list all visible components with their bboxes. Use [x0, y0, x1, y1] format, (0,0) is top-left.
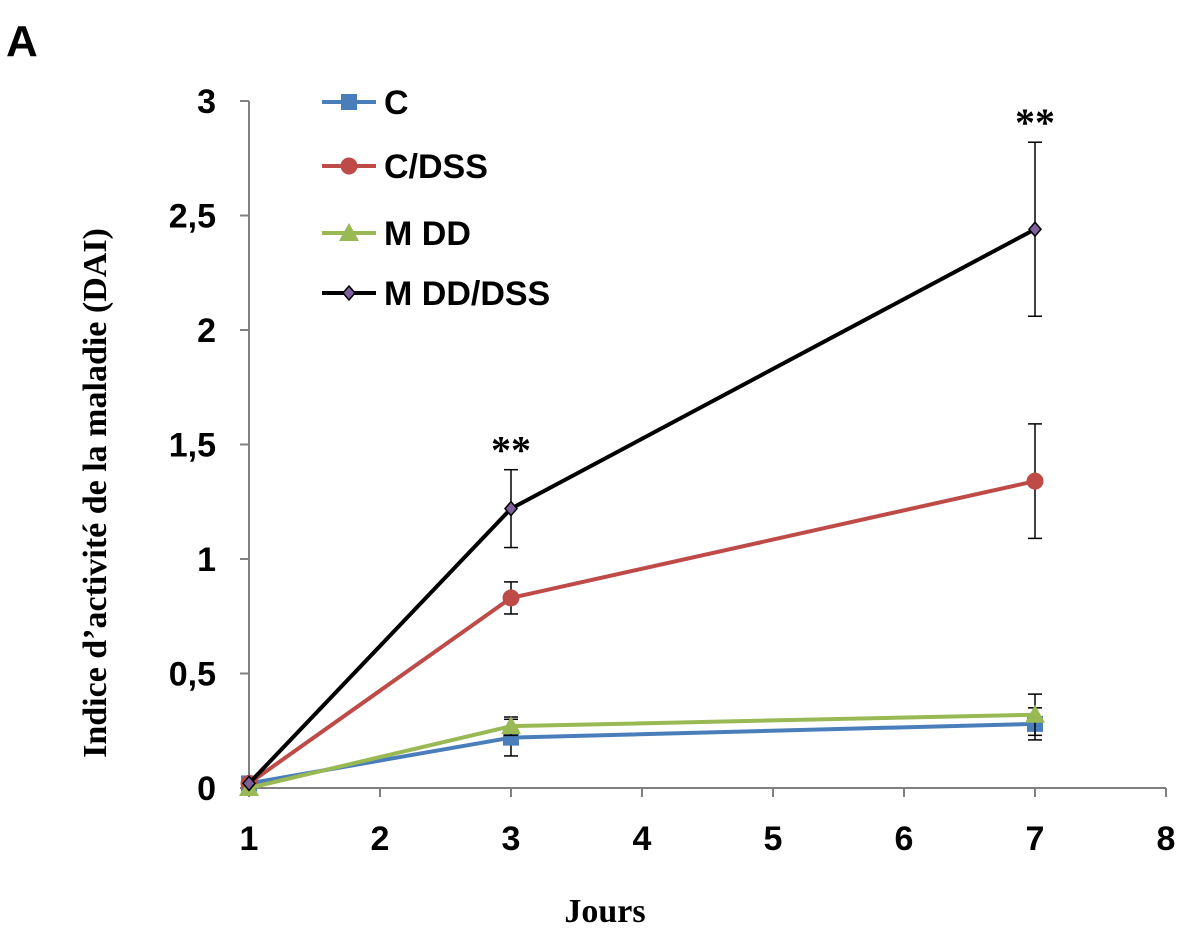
significance-marker: **: [491, 428, 531, 473]
series-line: [248, 721, 1036, 786]
y-tick-label: 2: [197, 312, 216, 350]
legend-swatch-marker: [341, 94, 357, 110]
x-tick-label: 6: [895, 820, 914, 858]
x-tick-label: 4: [633, 820, 652, 858]
x-tick-label: 7: [1026, 820, 1045, 858]
legend-swatch-marker: [340, 157, 358, 175]
legend-item-3: M DD/DSS: [322, 275, 550, 313]
y-tick-label: 1: [197, 541, 216, 579]
series-2: [239, 693, 1045, 796]
data-point: [1028, 221, 1042, 238]
series-layer: [239, 141, 1045, 796]
y-tick-label: 0: [197, 770, 216, 808]
x-tick-label: 3: [502, 820, 521, 858]
series-3: [242, 141, 1042, 792]
significance-marker: **: [1015, 100, 1055, 145]
series-1: [240, 423, 1044, 792]
x-tick-label: 5: [764, 820, 783, 858]
legend-swatch-marker: [339, 223, 359, 241]
x-axis-title: Jours: [564, 893, 645, 929]
axes: 1 2 3 4 5 6 7 8 0 0,5 1 1,5 2 2,5 3: [169, 83, 1176, 858]
y-tick-label: 2,5: [169, 198, 216, 236]
legend-swatch-marker: [342, 284, 356, 302]
series-line: [247, 479, 1036, 786]
legend-item-1: C/DSS: [322, 148, 488, 186]
legend-label: C/DSS: [384, 148, 488, 186]
data-point: [502, 589, 520, 607]
y-tick-label: 3: [197, 83, 216, 121]
data-point: [1025, 704, 1045, 723]
legend-label: C: [384, 84, 409, 122]
legend-label: M DD: [384, 215, 471, 253]
legend-label: M DD/DSS: [384, 275, 550, 313]
legend: C C/DSS M DD M DD/DSS: [322, 84, 550, 313]
series-0: [241, 707, 1043, 792]
x-tick-label: 8: [1157, 820, 1176, 858]
annotations: ** **: [491, 100, 1055, 472]
data-point: [504, 500, 518, 517]
y-tick-label: 0,5: [169, 656, 216, 694]
data-point: [242, 775, 256, 792]
y-axis-title: Indice d’activité de la maladie (DAI): [77, 228, 114, 758]
panel-label: A: [6, 17, 38, 66]
x-tick-label: 1: [240, 820, 259, 858]
data-point: [501, 716, 521, 735]
legend-item-0: C: [322, 84, 409, 122]
x-tick-label: 2: [371, 820, 390, 858]
legend-item-2: M DD: [322, 215, 471, 253]
data-point: [1026, 472, 1044, 490]
y-tick-label: 1,5: [169, 427, 216, 465]
